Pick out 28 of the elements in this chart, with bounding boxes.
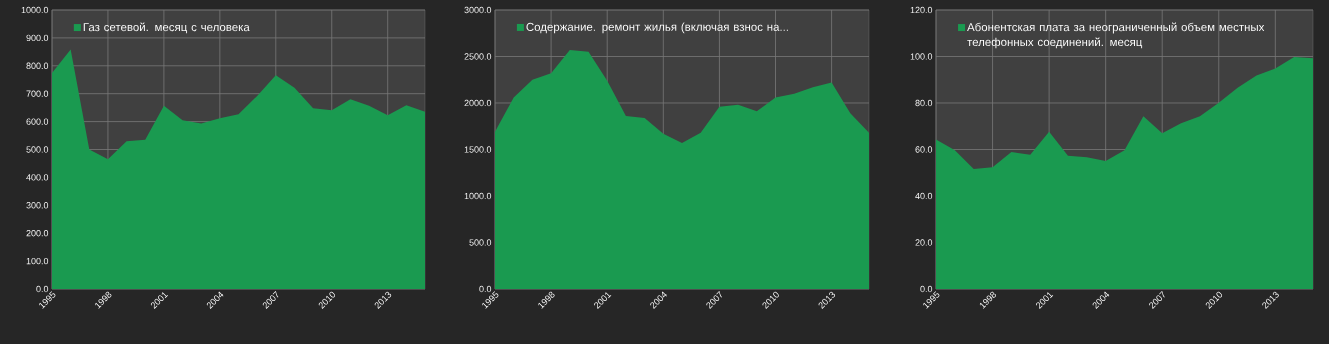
y-tick-label: 100.0 (26, 257, 49, 265)
y-tick-label: 0.0 (36, 285, 49, 293)
y-tick-label: 200.0 (26, 230, 49, 237)
legend-label: Абонентская плата за неограниченный объем местных телефонных соединений. месяц (967, 22, 1265, 49)
legend-label: Газ сетевой. месяц с человека (83, 22, 250, 34)
y-tick-label: 600.0 (26, 118, 49, 125)
y-tick-label: 500.0 (469, 239, 492, 246)
y-tick-label: 800.0 (26, 62, 49, 69)
y-tick-label: 100.0 (910, 53, 933, 60)
y-tick-label: 0.0 (479, 285, 492, 293)
y-tick-label: 40.0 (915, 192, 933, 200)
y-tick-label: 2500.0 (464, 53, 492, 60)
y-tick-label: 20.0 (915, 239, 933, 246)
y-tick-label: 1000.0 (464, 192, 492, 200)
y-tick-label: 2000.0 (464, 99, 492, 107)
y-tick-label: 700.0 (26, 90, 49, 97)
y-tick-label: 500.0 (26, 146, 49, 153)
y-tick-label: 900.0 (26, 34, 49, 42)
y-tick-label: 300.0 (26, 202, 49, 209)
y-tick-label: 400.0 (26, 174, 49, 181)
y-tick-label: 120.0 (910, 6, 933, 14)
y-tick-label: 80.0 (915, 99, 933, 107)
y-tick-label: 0.0 (920, 285, 933, 293)
y-tick-label: 60.0 (915, 146, 933, 153)
legend-label: Содержание. ремонт жилья (включая взнос на... (526, 22, 788, 34)
y-tick-label: 1500.0 (464, 146, 492, 153)
y-tick-label: 3000.0 (464, 6, 492, 14)
y-tick-label: 1000.0 (21, 6, 49, 14)
